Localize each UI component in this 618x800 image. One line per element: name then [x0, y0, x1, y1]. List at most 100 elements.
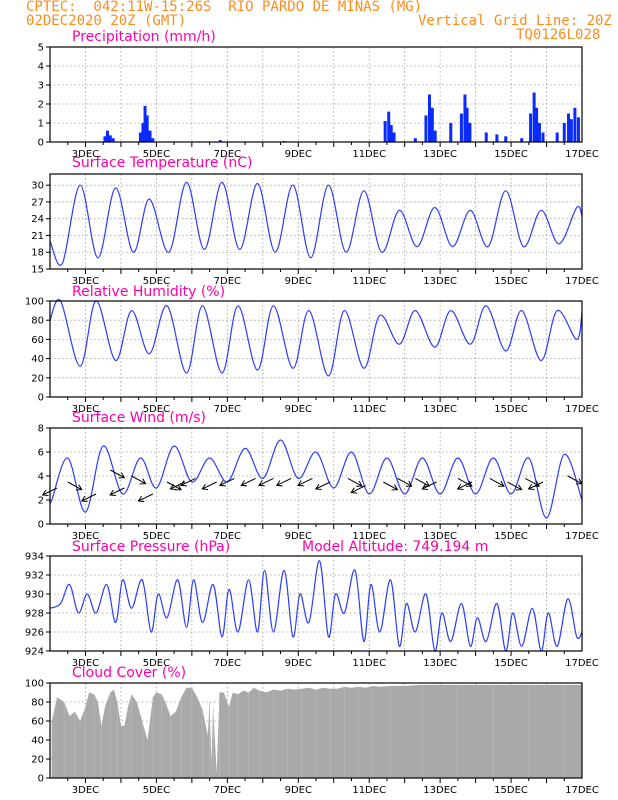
model-resolution-label: TQ0126L028	[516, 27, 601, 43]
wind-arrow	[110, 469, 125, 479]
wind-arrow	[383, 481, 398, 491]
temperature-line	[49, 181, 583, 266]
wind-arrow-head	[421, 483, 429, 490]
cloud-cover-x-tick-label: 15DEC	[494, 785, 528, 796]
vertical-grid-line-label: Vertical Grid Line: 20Z	[418, 13, 612, 29]
wind-x-tick-label: 15DEC	[494, 531, 528, 542]
wind-arrow-head	[515, 484, 523, 491]
humidity-x-tick-label: 11DEC	[352, 404, 386, 415]
cloud-cover-x-tick-label: 3DEC	[72, 785, 99, 796]
precipitation-bar	[520, 138, 524, 142]
precipitation-title: Precipitation (mm/h)	[72, 29, 216, 45]
wind-arrow-head	[240, 480, 248, 487]
humidity-x-tick-label: 7DEC	[214, 404, 241, 415]
wind-arrow-head	[350, 487, 358, 494]
cloud-cover-y-tick-label: 0	[38, 774, 44, 785]
precipitation-bar	[504, 136, 508, 142]
wind-arrow	[507, 481, 522, 491]
cloud-cover-x-tick-label: 9DEC	[285, 785, 312, 796]
precipitation-bar	[148, 130, 152, 142]
wind-arrow	[81, 493, 97, 502]
humidity-y-tick-label: 80	[31, 316, 44, 327]
precipitation-bar	[387, 111, 391, 142]
precipitation-bar	[111, 138, 115, 142]
pressure-y-tick-label: 932	[25, 571, 44, 582]
pressure-panel	[46, 555, 583, 656]
humidity-line	[49, 298, 583, 377]
wind-arrow	[297, 477, 313, 486]
wind-y-tick-label: 0	[38, 520, 44, 531]
precipitation-bar	[413, 138, 417, 142]
humidity-y-tick-label: 0	[38, 393, 44, 404]
station-header: CPTEC: 042:11W-15:26S RIO PARDO DE MINAS…	[26, 0, 423, 15]
wind-arrow-head	[258, 480, 265, 487]
wind-arrow	[67, 481, 83, 491]
temperature-frame	[49, 173, 583, 270]
precipitation-y-tick-label: 4	[38, 62, 44, 73]
precipitation-bar	[389, 124, 393, 142]
humidity-y-tick-label: 20	[31, 373, 44, 384]
pressure-x-tick-label: 15DEC	[494, 658, 528, 669]
precipitation-bar	[468, 123, 472, 142]
precipitation-bar	[529, 113, 533, 142]
pressure-x-tick-label: 9DEC	[285, 658, 312, 669]
humidity-x-tick-label: 17DEC	[565, 404, 599, 415]
wind-arrow-head	[180, 480, 187, 487]
precipitation-bar	[143, 105, 147, 142]
precipitation-bar	[459, 113, 463, 142]
temperature-y-tick-label: 24	[31, 214, 44, 225]
wind-arrow-head	[75, 484, 83, 491]
cloud-cover-y-tick-label: 40	[31, 736, 44, 747]
wind-arrow	[397, 477, 412, 487]
precipitation-bar	[569, 119, 573, 142]
wind-x-tick-label: 3DEC	[72, 531, 99, 542]
pressure-x-tick-label: 17DEC	[565, 658, 599, 669]
wind-arrow	[131, 475, 146, 485]
temperature-panel	[46, 173, 583, 274]
wind-y-tick-label: 6	[38, 448, 44, 459]
wind-arrow-head	[201, 483, 209, 490]
wind-arrow-head	[118, 472, 126, 479]
wind-arrow	[138, 493, 154, 502]
wind-arrow	[241, 477, 256, 486]
pressure-y-tick-label: 924	[25, 647, 44, 658]
pressure-line	[49, 560, 583, 652]
wind-arrow-head	[80, 495, 88, 502]
wind-arrow	[276, 477, 292, 486]
temperature-x-tick-label: 7DEC	[214, 276, 241, 287]
humidity-y-tick-label: 100	[25, 297, 44, 308]
precipitation-x-tick-label: 7DEC	[214, 149, 241, 160]
pressure-x-tick-label: 11DEC	[352, 658, 386, 669]
precipitation-x-tick-label: 11DEC	[352, 149, 386, 160]
wind-arrow-head	[169, 483, 177, 490]
temperature-x-tick-label: 15DEC	[494, 276, 528, 287]
temperature-y-tick-label: 21	[31, 231, 44, 242]
pressure-x-tick-label: 3DEC	[72, 658, 99, 669]
precipitation-x-tick-label: 9DEC	[285, 149, 312, 160]
wind-arrow	[351, 485, 366, 494]
temperature-x-tick-label: 13DEC	[423, 276, 457, 287]
cloud-cover-y-tick-label: 100	[25, 679, 44, 690]
precipitation-bar	[576, 117, 580, 142]
humidity-title: Relative Humidity (%)	[72, 284, 226, 300]
wind-arrow-head	[275, 480, 283, 487]
temperature-x-tick-label: 17DEC	[565, 276, 599, 287]
precipitation-bar	[108, 135, 112, 142]
wind-x-tick-label: 5DEC	[143, 531, 170, 542]
precipitation-y-tick-label: 2	[38, 100, 44, 111]
precipitation-bar	[463, 94, 467, 142]
humidity-y-tick-label: 60	[31, 335, 44, 346]
precipitation-y-tick-label: 3	[38, 81, 44, 92]
wind-arrow	[421, 481, 437, 490]
precipitation-y-tick-label: 1	[38, 119, 44, 130]
cloud-cover-x-tick-label: 11DEC	[352, 785, 386, 796]
precipitation-bar	[562, 123, 566, 142]
precipitation-bar	[449, 123, 453, 142]
precipitation-bar	[567, 113, 571, 142]
precipitation-x-tick-label: 5DEC	[143, 149, 170, 160]
wind-arrow	[202, 481, 217, 490]
temperature-x-tick-label: 3DEC	[72, 276, 99, 287]
temperature-y-tick-label: 15	[31, 265, 44, 276]
